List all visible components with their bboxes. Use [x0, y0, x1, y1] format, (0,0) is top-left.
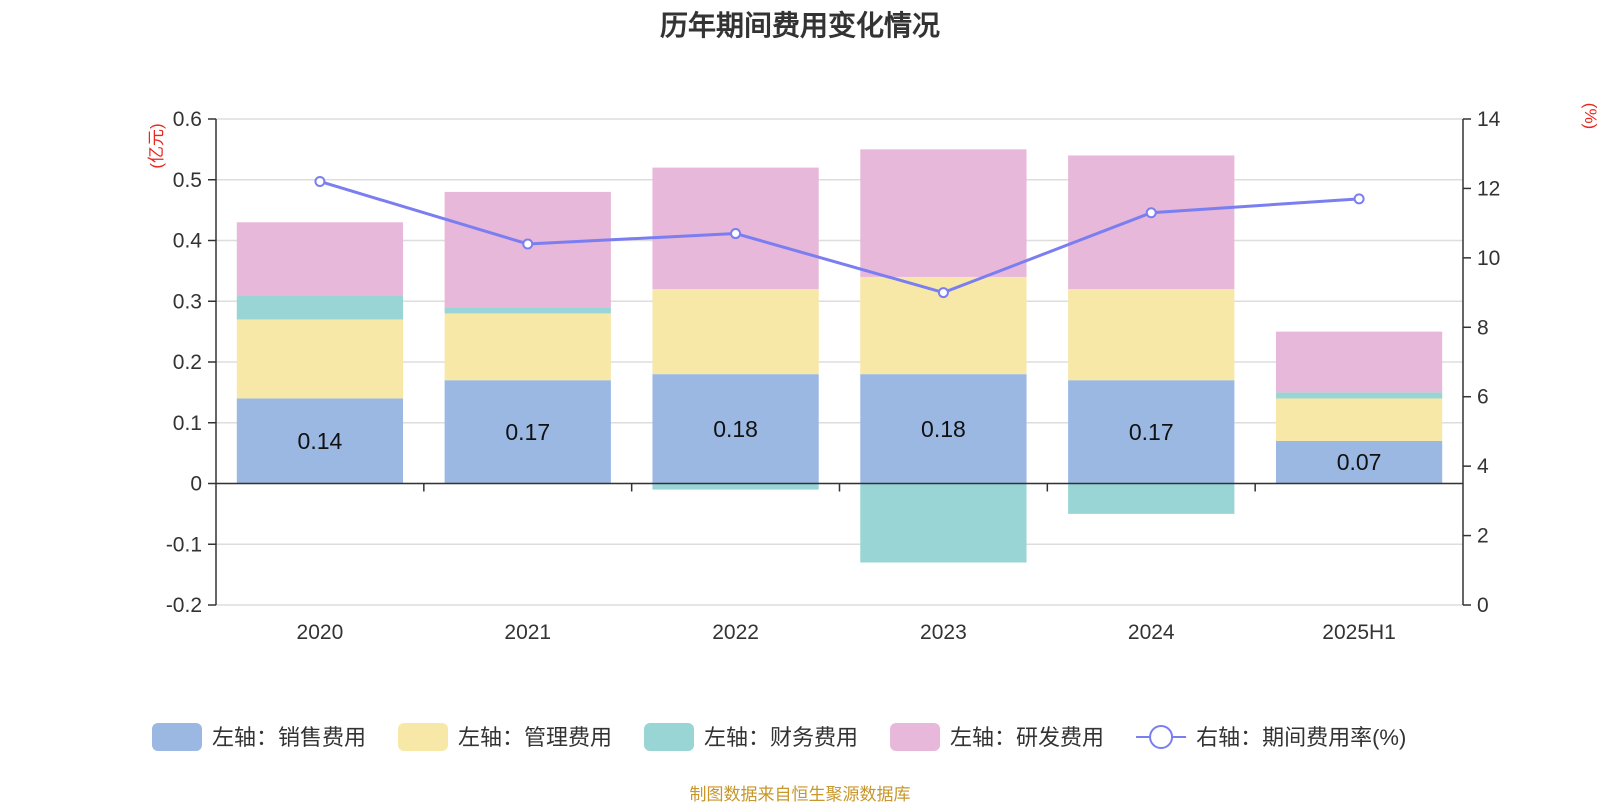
category-label: 2022 [712, 621, 759, 644]
legend-label: 右轴：期间费用率(%) [1196, 725, 1406, 750]
data-label: 0.07 [1337, 449, 1382, 475]
left-axis-tick-label: 0.2 [173, 351, 202, 374]
data-label: 0.18 [713, 416, 758, 442]
data-labels: 0.14 0.17 0.18 0.18 0.17 0.07 [298, 416, 1382, 475]
bar-segment [860, 149, 1027, 277]
bar-segment [1275, 392, 1443, 399]
left-axis-tick-label: -0.2 [166, 594, 202, 617]
data-label: 0.14 [298, 428, 343, 454]
category-label: 2025H1 [1322, 621, 1396, 644]
chart-title: 历年期间费用变化情况 [659, 10, 940, 41]
bar-segment [444, 307, 611, 314]
right-axis-tick-label: 10 [1477, 247, 1500, 270]
bar-segment [1068, 380, 1235, 484]
right-axis-unit: (%) [1581, 103, 1600, 129]
left-axis-tick-label: -0.1 [166, 533, 202, 556]
category-label: 2023 [920, 621, 967, 644]
bar-segment [236, 398, 404, 484]
right-axis-tick-label: 14 [1477, 108, 1501, 131]
legend: 左轴：销售费用 左轴：管理费用 左轴：财务费用 左轴：研发费用 右轴：期间费用率(%) [152, 723, 1406, 751]
left-axis-tick-label: 0.3 [173, 290, 202, 313]
right-axis-tick-label: 12 [1477, 177, 1500, 200]
right-axis-tick-label: 2 [1477, 525, 1489, 548]
right-axis-tick-label: 6 [1477, 386, 1489, 409]
right-axis-tick-label: 0 [1477, 594, 1489, 617]
data-label: 0.17 [505, 419, 550, 445]
category-label: 2020 [297, 621, 344, 644]
bar-segment [236, 222, 404, 296]
rate-point [522, 238, 534, 250]
legend-label: 左轴：销售费用 [212, 725, 366, 750]
bar-segment [1275, 398, 1443, 441]
bar-segment [444, 313, 611, 381]
legend-swatch [644, 723, 695, 751]
axes: -0.2 -0.1 0 0.1 0.2 0.3 0.4 0.5 0.6 0 2 4 6 8 10 12 14 (亿… [147, 103, 1600, 644]
bar-segment [652, 483, 819, 490]
legend-swatch [890, 723, 941, 751]
rate-point [937, 287, 949, 299]
bar-segment [860, 374, 1027, 484]
rate-point [730, 228, 742, 240]
bar-segment [236, 319, 404, 399]
left-axis-unit: (亿元) [147, 123, 166, 168]
bar-segment [1068, 155, 1235, 290]
left-axis-tick-label: 0 [190, 473, 202, 496]
bar-segment [444, 191, 611, 308]
legend-label: 左轴：财务费用 [704, 725, 858, 750]
rate-line-path [319, 180, 1360, 295]
rate-point [314, 175, 326, 187]
source-note: 制图数据来自恒生聚源数据库 [689, 785, 911, 804]
bar-segment [1068, 289, 1235, 381]
left-axis-tick-label: 0.4 [173, 230, 203, 253]
bar-segment [236, 295, 404, 320]
legend-circle-marker [1149, 725, 1174, 749]
bar-segment [1275, 331, 1443, 393]
bar-segment [444, 380, 611, 484]
rate-line [314, 175, 1365, 299]
legend-label: 左轴：管理费用 [458, 725, 612, 750]
legend-label: 左轴：研发费用 [950, 725, 1104, 750]
right-axis-tick-label: 8 [1477, 316, 1489, 339]
legend-swatch [152, 723, 202, 751]
category-label: 2021 [504, 621, 551, 644]
left-axis-tick-label: 0.6 [173, 108, 202, 131]
left-axis-tick-label: 0.5 [173, 169, 202, 192]
bar-segment [1275, 440, 1443, 484]
right-axis-tick-label: 4 [1477, 455, 1489, 478]
bar-segment [1068, 483, 1235, 514]
bar-segment [860, 483, 1027, 563]
bar-segment [652, 374, 819, 484]
rate-point [1145, 207, 1157, 219]
data-label: 0.18 [921, 416, 966, 442]
bar-segment [652, 289, 819, 375]
rate-point [1353, 193, 1365, 205]
left-axis-tick-label: 0.1 [173, 412, 202, 435]
data-label: 0.17 [1129, 419, 1174, 445]
category-label: 2024 [1128, 621, 1175, 644]
legend-swatch [398, 723, 449, 751]
